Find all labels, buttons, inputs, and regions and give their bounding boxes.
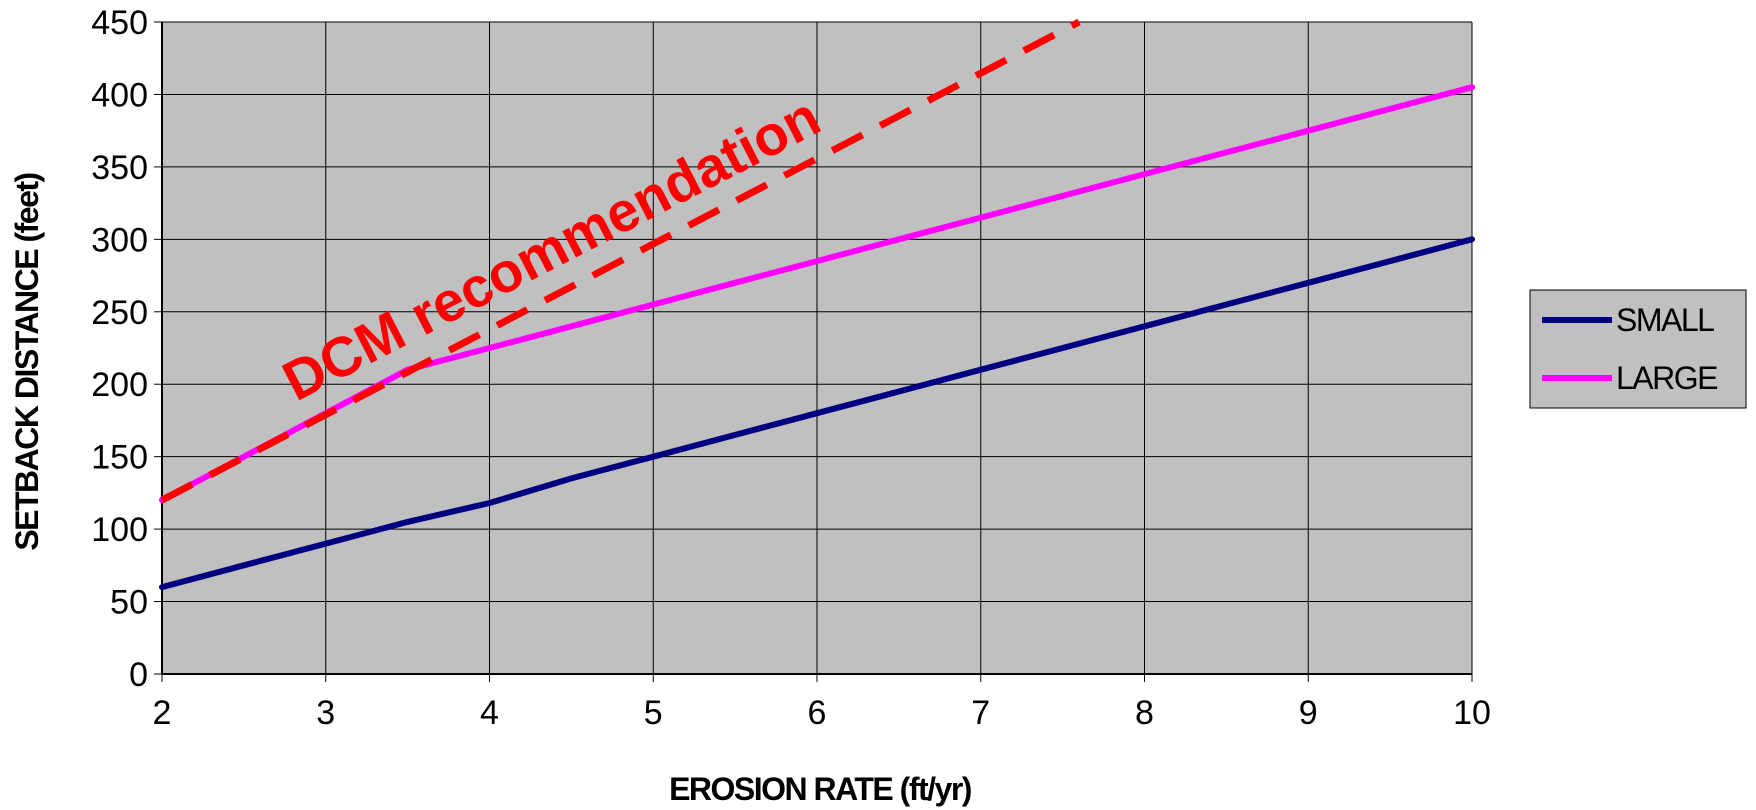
- legend-label-small: SMALL: [1616, 302, 1714, 338]
- legend: SMALL LARGE: [1529, 289, 1747, 409]
- y-axis-title: SETBACK DISTANCE (feet): [9, 172, 45, 550]
- legend-box: [1529, 289, 1747, 409]
- y-tick-label: 400: [91, 76, 148, 114]
- reference-layer: [160, 18, 1081, 504]
- y-tick-label: 250: [91, 294, 148, 332]
- x-tick-label: 3: [316, 694, 335, 732]
- x-tick-label: 10: [1453, 694, 1491, 732]
- x-tick-label: 2: [153, 694, 172, 732]
- y-tick-label: 350: [91, 149, 148, 187]
- axes: [154, 21, 1473, 682]
- x-tick-label: 6: [808, 694, 827, 732]
- y-tick-label: 50: [110, 584, 148, 622]
- y-tick-labels: 0 50 100 150 200 250 300 350 400 450: [91, 4, 148, 694]
- y-tick-label: 150: [91, 439, 148, 477]
- reference-line-dcm: [160, 18, 1081, 504]
- legend-label-large: LARGE: [1616, 360, 1717, 396]
- x-tick-label: 8: [1135, 694, 1154, 732]
- x-tick-label: 5: [644, 694, 663, 732]
- y-tick-label: 0: [129, 656, 148, 694]
- x-tick-label: 9: [1299, 694, 1318, 732]
- y-tick-label: 450: [91, 4, 148, 42]
- y-tick-label: 300: [91, 221, 148, 259]
- x-axis-title: EROSION RATE (ft/yr): [669, 771, 972, 807]
- x-tick-label: 4: [480, 694, 499, 732]
- x-tick-label: 7: [971, 694, 990, 732]
- y-tick-label: 200: [91, 366, 148, 404]
- series-line-small: [159, 236, 1475, 591]
- x-tick-labels: 2 3 4 5 6 7 8 9 10: [153, 694, 1491, 732]
- y-tick-label: 100: [91, 511, 148, 549]
